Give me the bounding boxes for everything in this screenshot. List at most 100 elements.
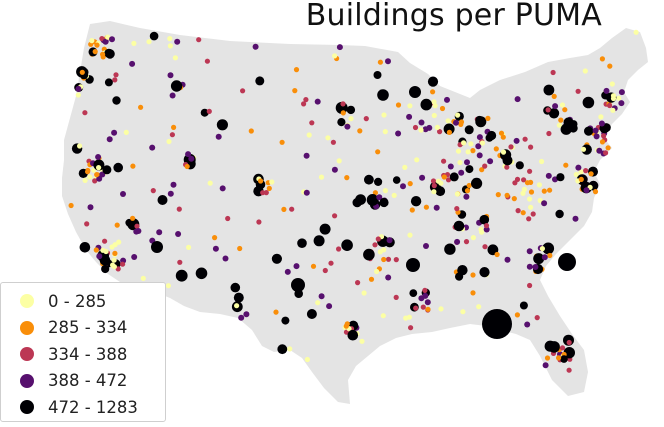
puma-dot [328, 260, 334, 266]
puma-dot [172, 55, 178, 61]
puma-dot [583, 168, 589, 174]
puma-dot [524, 180, 531, 186]
puma-dot [483, 226, 490, 233]
puma-dot [453, 119, 459, 126]
map-title: Buildings per PUMA [305, 0, 602, 33]
puma-dot [284, 268, 291, 275]
puma-dot [111, 129, 118, 136]
puma-dot [170, 181, 177, 188]
puma-dot [130, 215, 136, 221]
puma-dot [616, 95, 622, 101]
puma-dot [433, 204, 440, 211]
puma-dot [382, 129, 388, 135]
legend-item: 334 - 388 [1, 341, 165, 368]
puma-dot [306, 309, 317, 319]
puma-dot [377, 59, 383, 65]
legend-swatch-dot-icon [20, 347, 34, 362]
puma-dot [552, 103, 559, 110]
puma-dot [134, 223, 140, 229]
puma-dot [331, 166, 338, 173]
puma-dot [363, 248, 375, 261]
puma-dot [357, 128, 363, 134]
puma-dot [188, 155, 195, 162]
puma-dot [432, 103, 438, 109]
puma-dot [406, 258, 420, 272]
puma-dot [207, 180, 213, 186]
puma-dot [402, 164, 408, 170]
puma-dot [392, 176, 401, 184]
puma-dot [96, 253, 103, 260]
puma-dot [102, 165, 112, 175]
puma-dot [175, 231, 182, 237]
puma-dot [547, 252, 553, 259]
puma-dot [313, 235, 325, 247]
puma-dot [449, 172, 459, 182]
puma-dot [171, 124, 177, 130]
puma-dot [603, 150, 609, 156]
puma-dot [458, 169, 465, 176]
puma-dot [431, 99, 437, 105]
puma-dot [556, 122, 563, 128]
puma-dot [340, 101, 346, 107]
puma-dot [461, 140, 467, 146]
legend-label: 0 - 285 [48, 291, 107, 311]
puma-dot [195, 267, 208, 280]
puma-dot [216, 119, 228, 131]
puma-dot [420, 304, 426, 310]
puma-dot [255, 76, 265, 86]
puma-dot [454, 191, 460, 197]
legend-item: 388 - 472 [1, 368, 165, 395]
puma-dot [393, 257, 399, 263]
puma-dot [344, 321, 350, 327]
puma-dot [233, 292, 244, 303]
puma-dot [291, 278, 305, 292]
puma-dot [412, 124, 419, 131]
puma-dot [453, 220, 465, 232]
conterminous-us-land [62, 21, 648, 404]
puma-dot [418, 127, 424, 133]
puma-dot [524, 321, 531, 328]
puma-dot [166, 138, 172, 145]
puma-dot [364, 174, 374, 185]
puma-dot [123, 129, 129, 135]
puma-dot [240, 88, 246, 94]
puma-dot [593, 133, 600, 140]
puma-dot [408, 325, 414, 331]
puma-dot [475, 115, 484, 125]
puma-dot [306, 132, 312, 138]
puma-dot [222, 255, 229, 262]
puma-dot [377, 89, 389, 101]
puma-dot [420, 98, 433, 111]
puma-dot [592, 189, 599, 195]
puma-dot [522, 136, 528, 142]
puma-dot [500, 149, 507, 155]
puma-dot [438, 306, 444, 312]
puma-dot [445, 177, 452, 183]
puma-dot [174, 38, 181, 45]
puma-dot [336, 158, 342, 164]
puma-dot [318, 174, 325, 180]
puma-dot [485, 115, 491, 121]
puma-dot [94, 42, 100, 48]
puma-dot [541, 188, 547, 194]
puma-dot [582, 96, 595, 109]
puma-dot [109, 36, 115, 43]
puma-dot [610, 93, 617, 99]
puma-dot [167, 72, 174, 79]
puma-dot [528, 204, 534, 210]
puma-dot [386, 237, 393, 244]
puma-dot [79, 242, 91, 253]
puma-dot [93, 247, 99, 253]
puma-dot [573, 171, 579, 178]
puma-dot [514, 96, 521, 103]
puma-dot [344, 175, 350, 181]
puma-dot [206, 108, 212, 114]
puma-dot [376, 194, 383, 201]
puma-dot [482, 309, 512, 339]
puma-dot [149, 144, 156, 151]
legend-swatch-dot-icon [20, 320, 34, 335]
puma-dot [424, 299, 431, 306]
puma-dot [575, 164, 582, 171]
puma-dot [582, 68, 588, 74]
puma-dot [476, 304, 482, 310]
